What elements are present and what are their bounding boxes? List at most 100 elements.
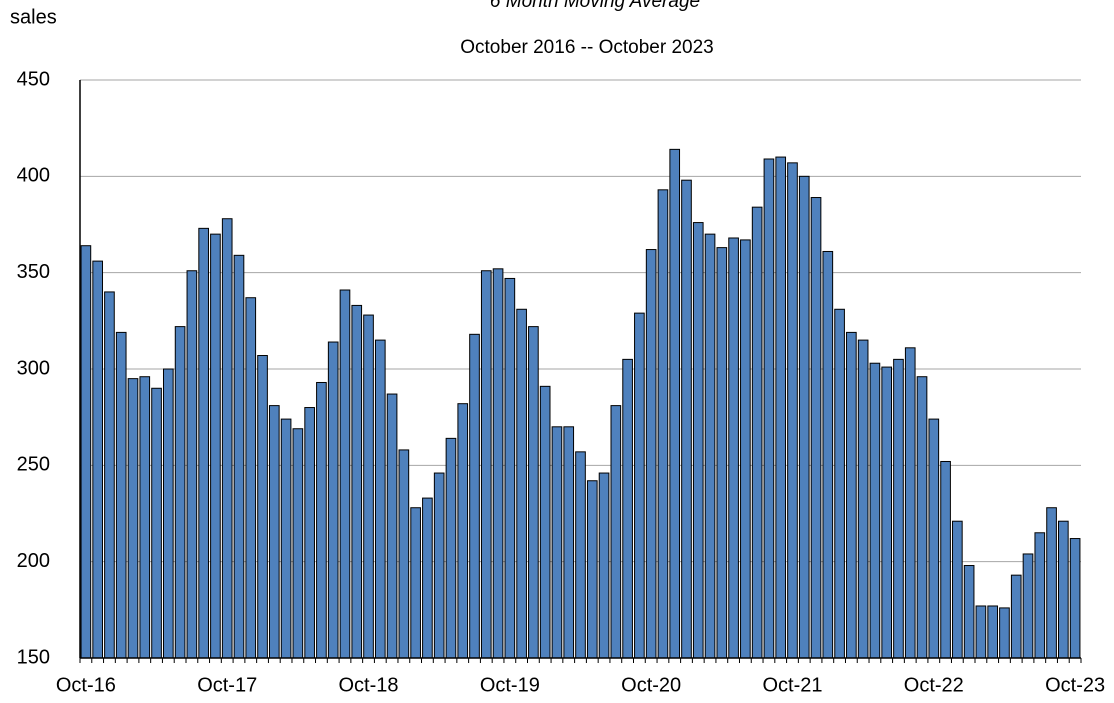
y-tick-label: 150 <box>17 646 50 668</box>
bar <box>422 497 433 659</box>
bar <box>304 407 315 659</box>
bar <box>1058 520 1069 659</box>
bar <box>504 277 516 659</box>
bar <box>999 607 1010 659</box>
x-tick-label: Oct-18 <box>339 674 399 696</box>
bar <box>139 376 151 659</box>
bar <box>351 304 363 659</box>
bar <box>928 418 940 659</box>
bar <box>881 366 893 659</box>
bar <box>751 206 763 659</box>
bar <box>210 233 221 659</box>
bar <box>480 270 492 659</box>
bar <box>940 460 951 659</box>
x-tick-label: Oct-19 <box>480 674 540 696</box>
chart-title: 6 Month Moving Average <box>490 0 700 12</box>
bar <box>1069 538 1081 659</box>
bar <box>469 333 480 659</box>
bar <box>198 227 209 659</box>
bar <box>363 314 374 659</box>
bar <box>634 312 645 659</box>
bar <box>539 385 551 659</box>
x-tick-label: Oct-21 <box>762 674 822 696</box>
bar <box>598 472 610 659</box>
bar <box>622 358 633 659</box>
bar <box>151 387 162 659</box>
bar <box>551 426 563 659</box>
x-tick-label: Oct-20 <box>621 674 681 696</box>
bar <box>728 237 739 659</box>
bar <box>492 268 504 659</box>
x-tick-label: Oct-17 <box>197 674 257 696</box>
bar <box>339 289 351 659</box>
bar <box>810 197 822 659</box>
bar <box>457 403 469 659</box>
bar <box>846 331 857 659</box>
bar <box>1046 507 1057 659</box>
chart-subtitle: October 2016 -- October 2023 <box>460 37 713 58</box>
bar <box>798 175 810 659</box>
bar <box>92 260 103 659</box>
bar <box>645 249 657 659</box>
bar <box>869 362 881 659</box>
bar <box>716 247 728 659</box>
bar <box>410 507 421 659</box>
bar <box>327 341 339 659</box>
bar <box>610 405 622 659</box>
bar <box>174 326 186 659</box>
bar <box>763 158 775 659</box>
bar <box>575 451 586 659</box>
bar <box>1034 532 1046 659</box>
bar <box>657 189 669 659</box>
bar <box>257 355 268 659</box>
bar <box>80 245 92 659</box>
y-tick-label: 200 <box>17 550 50 572</box>
bar <box>740 239 751 659</box>
bar <box>374 339 386 659</box>
bar <box>162 368 174 659</box>
bar <box>433 472 445 659</box>
bar <box>398 449 410 659</box>
bar <box>904 347 916 659</box>
bar <box>233 254 245 659</box>
bar <box>775 156 787 659</box>
bar <box>669 148 681 659</box>
bar <box>516 308 527 659</box>
bar <box>1022 553 1034 659</box>
bar <box>822 250 834 659</box>
bar <box>221 218 233 659</box>
bar <box>104 291 115 659</box>
bar <box>586 480 598 659</box>
y-tick-label: 400 <box>17 165 50 187</box>
y-tick-label: 450 <box>17 68 50 90</box>
x-tick-label: Oct-16 <box>56 674 116 696</box>
y-tick-label: 250 <box>17 454 50 476</box>
bar <box>704 233 716 659</box>
bar <box>186 270 198 659</box>
bar <box>115 331 127 659</box>
y-axis-label: sales <box>10 6 57 28</box>
y-tick-label: 300 <box>17 357 50 379</box>
bar <box>857 339 869 659</box>
bar <box>987 605 999 659</box>
bar <box>1010 574 1022 659</box>
x-tick-label: Oct-23 <box>1045 674 1105 696</box>
bar <box>952 520 963 659</box>
bar <box>445 437 457 659</box>
bar <box>292 428 304 659</box>
bar <box>692 222 704 659</box>
bar <box>963 565 975 659</box>
bar <box>893 358 904 659</box>
y-tick-label: 350 <box>17 261 50 283</box>
x-tick-label: Oct-22 <box>904 674 964 696</box>
bar <box>528 326 539 659</box>
bar <box>916 376 928 659</box>
bar <box>563 426 575 659</box>
bar <box>280 418 292 659</box>
bar <box>681 179 692 659</box>
bar <box>386 393 398 659</box>
bar <box>268 405 280 659</box>
bar <box>975 605 987 659</box>
